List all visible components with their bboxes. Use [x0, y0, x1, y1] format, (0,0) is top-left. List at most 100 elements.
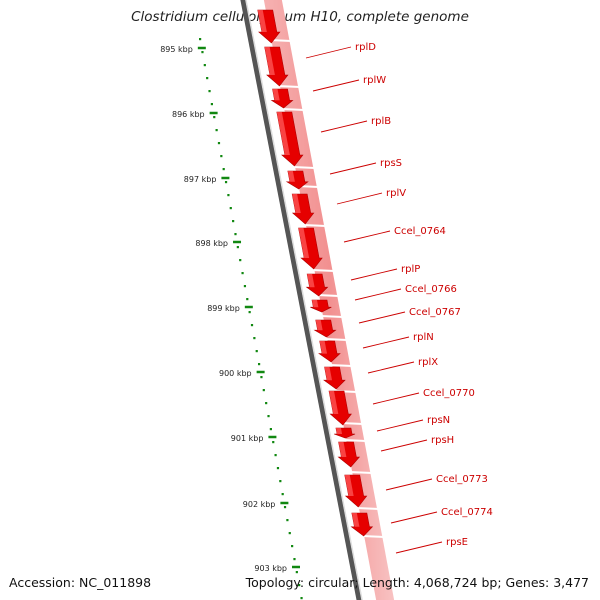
gene-arrow[interactable]	[350, 512, 374, 537]
tick-label: 899 kbp	[207, 304, 240, 313]
ruler-dot	[298, 584, 301, 587]
ruler-dot	[224, 181, 228, 184]
gene-label[interactable]: rplB	[371, 116, 391, 127]
gene-label[interactable]: rplD	[355, 42, 376, 53]
gene-label[interactable]: Ccel_0764	[394, 226, 446, 237]
gene-arrow[interactable]	[328, 390, 352, 426]
ruler-dot	[243, 285, 247, 288]
gene-arrow[interactable]	[323, 366, 346, 390]
label-leader-line	[376, 419, 424, 432]
ruler-dot	[217, 142, 221, 145]
band-separator	[293, 166, 316, 169]
gene-labels: rplD rplW rplB rpsS rplV Ccel_0764 rplP Ccel_07…	[305, 42, 493, 554]
gene-arrow[interactable]	[270, 88, 294, 109]
gene-label[interactable]: rplN	[413, 332, 434, 343]
band-separator	[325, 338, 348, 341]
ruler-dot	[203, 64, 206, 67]
band-separator	[362, 535, 385, 538]
band-separator	[356, 507, 379, 510]
tick-label: 896 kbp	[172, 110, 205, 119]
gene-arrow[interactable]	[305, 273, 329, 297]
gene-arrow[interactable]	[285, 170, 309, 190]
ruler-dot	[213, 116, 216, 119]
band-separator	[344, 439, 367, 442]
tick-label: 902 kbp	[243, 500, 276, 509]
tick-label: 897 kbp	[184, 175, 217, 184]
gene-arrow[interactable]	[313, 319, 337, 338]
ruler-dot	[281, 493, 284, 496]
gene-label[interactable]: Ccel_0770	[423, 388, 475, 399]
ruler-dot	[206, 77, 209, 80]
ruler-dot	[288, 532, 291, 535]
gene-label[interactable]: rplP	[401, 264, 420, 275]
gene-arrow[interactable]	[257, 9, 281, 44]
band-separator	[340, 422, 364, 425]
gene-track	[257, 9, 374, 537]
gene-label[interactable]: rplX	[418, 357, 438, 368]
gene-label[interactable]: Ccel_0767	[409, 307, 461, 318]
gene-label[interactable]: rplW	[363, 75, 386, 86]
tick-label: 900 kbp	[219, 369, 252, 378]
gene-arrow[interactable]	[344, 474, 368, 508]
ruler-dot	[283, 506, 287, 509]
gene-arrow[interactable]	[310, 299, 332, 313]
label-leader-line	[385, 478, 433, 491]
band-separator	[330, 364, 353, 367]
ruler-dot	[262, 389, 265, 392]
label-leader-line	[354, 288, 402, 301]
gene-arrow[interactable]	[298, 227, 323, 270]
ruler-dot	[279, 480, 282, 483]
accession-text: Accession: NC_011898	[9, 575, 152, 590]
ruler-dot	[274, 454, 277, 457]
tick-label: 901 kbp	[231, 434, 264, 443]
ruler-dot	[265, 402, 268, 405]
ruler-dot	[272, 441, 275, 444]
label-leader-line	[372, 392, 420, 405]
band-separator	[317, 294, 340, 297]
ruler-dot	[201, 51, 204, 54]
ruler-dot	[222, 168, 225, 171]
ruler-dot	[210, 103, 213, 106]
gene-label[interactable]: rpsS	[380, 158, 402, 169]
label-leader-line	[305, 46, 352, 59]
ruler-dot	[295, 571, 298, 574]
label-leader-line	[395, 541, 443, 554]
gene-arrow[interactable]	[264, 46, 289, 87]
gene-arrow[interactable]	[337, 441, 361, 468]
ruler-dot	[293, 558, 296, 561]
band-separator	[350, 471, 373, 474]
label-leader-line	[367, 361, 415, 374]
ruler-dot	[260, 376, 263, 379]
ruler-dot	[239, 259, 242, 262]
label-leader-line	[329, 162, 377, 175]
ruler-dot	[236, 246, 239, 249]
gene-label[interactable]: Ccel_0766	[405, 284, 457, 295]
ruler-ticks: 895 kbp 896 kbp 897 kbp 898 kbp 899 kbp 900 k…	[160, 38, 303, 600]
gene-label[interactable]: Ccel_0773	[436, 474, 488, 485]
ruler-dot	[215, 129, 218, 132]
gene-label[interactable]: rpsE	[446, 537, 468, 548]
gene-arrow[interactable]	[291, 193, 315, 225]
label-leader-line	[343, 230, 391, 243]
ruler-dot	[250, 324, 254, 327]
gene-label[interactable]: rpsN	[427, 415, 450, 426]
band-separator	[312, 269, 335, 272]
band-separator	[282, 108, 305, 111]
gene-arrow[interactable]	[333, 427, 356, 439]
backbone-line	[240, 0, 362, 600]
gene-label[interactable]: rpsH	[431, 435, 454, 446]
ruler-dot	[276, 467, 280, 470]
gene-label[interactable]: Ccel_0774	[441, 507, 493, 518]
gene-arrow[interactable]	[318, 340, 341, 363]
label-leader-line	[320, 120, 368, 133]
band-separator	[303, 224, 327, 227]
gene-arrow[interactable]	[276, 111, 304, 167]
ruler-dot	[220, 155, 223, 158]
ruler-dot	[234, 233, 237, 236]
label-leader-line	[358, 311, 406, 324]
gene-label[interactable]: rplV	[386, 188, 406, 199]
tick-label: 903 kbp	[254, 564, 287, 573]
ruler-dot	[291, 545, 294, 548]
label-leader-line	[380, 439, 428, 452]
